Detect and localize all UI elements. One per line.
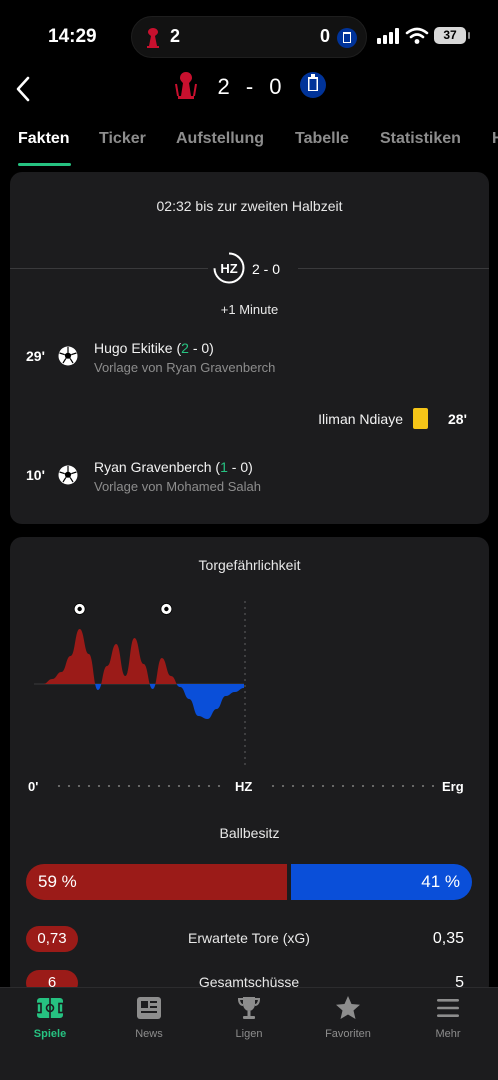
nav-label: Mehr bbox=[435, 1028, 461, 1040]
event-assist: Vorlage von Mohamed Salah bbox=[94, 479, 261, 494]
nav-label: Spiele bbox=[33, 1028, 67, 1040]
match-tabs: Fakten Ticker Aufstellung Tabelle Statis… bbox=[0, 118, 498, 168]
halftime-ring-icon bbox=[213, 252, 245, 284]
axis-start-label: 0' bbox=[28, 779, 39, 794]
live-home-score: 2 bbox=[170, 26, 181, 46]
live-away-score: 0 bbox=[320, 26, 331, 46]
nav-ligen[interactable]: Ligen bbox=[209, 994, 289, 1040]
divider bbox=[298, 268, 489, 269]
added-time: +1 Minute bbox=[220, 302, 279, 317]
goal-score-home: 2 bbox=[181, 340, 189, 356]
axis-end-label: Erg bbox=[442, 779, 464, 794]
goal-score-rest: - 0) bbox=[188, 340, 214, 356]
match-stats-card: Torgefährlichkeit 0' HZ Erg Ballbesitz 5… bbox=[10, 537, 489, 997]
liverpool-crest-icon[interactable] bbox=[172, 70, 200, 102]
match-facts-card: 02:32 bis zur zweiten Halbzeit HZ 2 - 0 … bbox=[10, 172, 489, 524]
newspaper-icon bbox=[137, 997, 161, 1019]
stat-label: Erwartete Tore (xG) bbox=[188, 930, 310, 946]
event-minute: 10' bbox=[26, 467, 45, 483]
momentum-away-area bbox=[34, 684, 244, 719]
event-minute: 28' bbox=[448, 411, 467, 427]
momentum-chart[interactable] bbox=[10, 587, 489, 767]
nav-mehr[interactable]: Mehr bbox=[408, 994, 488, 1040]
stat-away-value: 0,35 bbox=[432, 930, 464, 947]
score-bracket: ( bbox=[211, 459, 221, 475]
score-separator: - bbox=[245, 74, 255, 99]
star-icon bbox=[336, 996, 360, 1019]
yellow-card-icon bbox=[413, 408, 428, 429]
axis-dots bbox=[54, 785, 226, 787]
match-score: 2 - 0 bbox=[215, 74, 285, 100]
tab-statistiken[interactable]: Statistiken bbox=[380, 130, 461, 147]
stat-home-pill: 0,73 bbox=[26, 926, 78, 952]
away-score: 0 bbox=[269, 74, 283, 99]
nav-spiele[interactable]: Spiele bbox=[10, 994, 90, 1040]
stat-row[interactable]: 0,73 Erwartete Tore (xG) 0,35 bbox=[26, 926, 472, 954]
everton-crest-icon[interactable] bbox=[299, 70, 327, 102]
wifi-icon bbox=[405, 27, 429, 44]
possession-away: 41 % bbox=[291, 864, 472, 900]
possession-bar: 59 % 41 % bbox=[26, 864, 472, 900]
event-assist: Vorlage von Ryan Gravenberch bbox=[94, 360, 276, 375]
goal-ball-icon bbox=[58, 465, 78, 485]
player-name: Hugo Ekitike bbox=[94, 340, 173, 356]
goal-score-home: 1 bbox=[220, 459, 228, 475]
stat-label: Gesamtschüsse bbox=[198, 974, 300, 990]
nav-label: Ligen bbox=[235, 1028, 263, 1040]
liverpool-crest-icon bbox=[147, 28, 159, 48]
event-player[interactable]: Iliman Ndiaye bbox=[318, 411, 403, 427]
halftime-label: HZ bbox=[220, 261, 238, 276]
tab-tabelle[interactable]: Tabelle bbox=[295, 130, 349, 147]
possession-title: Ballbesitz bbox=[219, 825, 280, 841]
possession-home: 59 % bbox=[26, 864, 287, 900]
nav-label: Favoriten bbox=[325, 1028, 371, 1040]
cellular-signal-icon bbox=[377, 28, 401, 44]
home-score: 2 bbox=[217, 74, 231, 99]
halftime-score: 2 - 0 bbox=[252, 261, 281, 277]
nav-news[interactable]: News bbox=[109, 994, 189, 1040]
goal-score-rest: - 0) bbox=[227, 459, 253, 475]
chevron-left-icon[interactable] bbox=[10, 72, 40, 106]
axis-half-label: HZ bbox=[235, 779, 253, 794]
goal-marker-icon bbox=[73, 603, 86, 615]
tab-fakten[interactable]: Fakten bbox=[18, 130, 70, 147]
nav-favoriten[interactable]: Favoriten bbox=[308, 994, 388, 1040]
event-player[interactable]: Ryan Gravenberch (1 - 0) bbox=[94, 459, 253, 475]
everton-crest-icon bbox=[337, 28, 357, 48]
battery-icon: 37 bbox=[434, 27, 470, 44]
axis-dots bbox=[268, 785, 434, 787]
stat-away-value: 5 bbox=[455, 974, 464, 991]
event-minute: 29' bbox=[26, 348, 45, 364]
goal-ball-icon bbox=[58, 346, 78, 366]
status-time: 14:29 bbox=[48, 26, 97, 47]
nav-label: News bbox=[135, 1028, 163, 1040]
menu-icon bbox=[437, 999, 459, 1017]
live-activity-island[interactable]: 2 0 bbox=[131, 16, 367, 58]
pitch-icon bbox=[36, 998, 64, 1018]
divider bbox=[10, 268, 208, 269]
tab-next[interactable]: H bbox=[492, 130, 498, 147]
bottom-navigation: Spiele News Ligen Favoriten M bbox=[0, 987, 498, 1080]
momentum-title: Torgefährlichkeit bbox=[198, 557, 301, 573]
goal-marker-icon bbox=[160, 603, 173, 615]
halftime-countdown: 02:32 bis zur zweiten Halbzeit bbox=[156, 198, 343, 214]
tab-aufstellung[interactable]: Aufstellung bbox=[176, 130, 264, 147]
momentum-home-area bbox=[34, 629, 244, 684]
player-name: Ryan Gravenberch bbox=[94, 459, 212, 475]
tab-ticker[interactable]: Ticker bbox=[99, 130, 146, 147]
halftime-badge: HZ bbox=[213, 252, 245, 284]
status-bar: 14:29 2 0 37 bbox=[0, 0, 498, 70]
score-bracket: ( bbox=[172, 340, 182, 356]
event-player[interactable]: Hugo Ekitike (2 - 0) bbox=[94, 340, 214, 356]
trophy-icon bbox=[237, 997, 261, 1019]
active-tab-indicator bbox=[18, 163, 71, 166]
